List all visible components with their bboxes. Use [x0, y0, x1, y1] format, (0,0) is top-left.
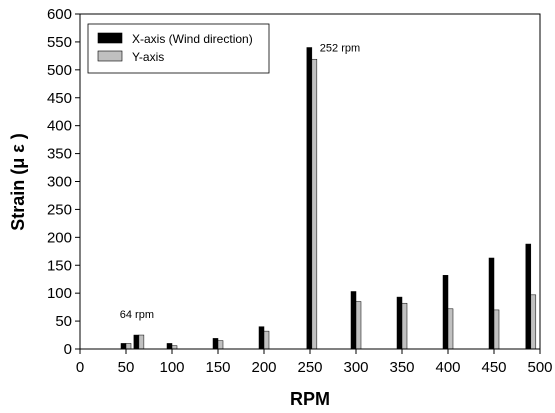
x-tick-label-8: 400 — [435, 359, 460, 376]
bar-series-0-9 — [488, 257, 495, 350]
x-tick-label-7: 350 — [389, 359, 414, 376]
annotation-64-rpm: 64 rpm — [120, 309, 154, 321]
legend-swatch-x-axis — [97, 32, 123, 44]
x-tick-label-3: 150 — [205, 359, 230, 376]
bar-series-1-9 — [493, 309, 500, 350]
legend-swatch-y-axis — [97, 50, 123, 62]
y-tick-label-10: 500 — [47, 62, 72, 79]
y-tick-label-4: 200 — [47, 229, 72, 246]
bar-series-0-1 — [133, 334, 140, 350]
bar-series-0-6 — [350, 291, 357, 350]
y-tick-label-1: 50 — [55, 313, 72, 330]
y-tick-label-0: 0 — [64, 341, 72, 358]
ticks-layer: 0 50 100 150 200 250 300 350 400 450 500 0 50 100 150 2… — [47, 6, 553, 376]
bar-series-0-3 — [212, 338, 219, 350]
bar-series-1-1 — [138, 334, 145, 350]
bar-series-0-5 — [306, 47, 313, 350]
y-tick-label-12: 600 — [47, 6, 72, 23]
legend-box — [87, 23, 270, 74]
bar-series-1-2 — [171, 345, 178, 350]
y-tick-label-9: 450 — [47, 90, 72, 107]
bar-series-1-4 — [263, 330, 270, 350]
x-tick-label-5: 250 — [297, 359, 322, 376]
bar-series-0-2 — [166, 343, 173, 350]
legend-label-y-axis: Y-axis — [132, 50, 164, 64]
y-tick-label-2: 100 — [47, 285, 72, 302]
legend: X-axis (Wind direction) Y-axis — [87, 23, 270, 74]
bar-series-1-10 — [530, 294, 537, 350]
x-tick-label-9: 450 — [481, 359, 506, 376]
bar-series-0-0 — [120, 343, 127, 350]
x-tick-label-0: 0 — [76, 359, 84, 376]
bars-layer — [120, 47, 537, 350]
bar-series-1-6 — [355, 301, 362, 350]
x-axis-title: RPM — [290, 389, 330, 409]
bar-series-1-7 — [401, 302, 408, 350]
x-tick-label-1: 50 — [118, 359, 135, 376]
bar-series-1-8 — [447, 308, 454, 350]
bar-series-1-0 — [125, 343, 132, 350]
y-tick-label-5: 250 — [47, 201, 72, 218]
y-tick-label-6: 300 — [47, 174, 72, 191]
bar-series-1-3 — [217, 340, 224, 350]
annotation-252-rpm: 252 rpm — [320, 43, 360, 55]
bar-series-1-5 — [311, 58, 318, 350]
x-tick-label-10: 500 — [527, 359, 552, 376]
y-tick-label-3: 150 — [47, 257, 72, 274]
x-tick-label-4: 200 — [251, 359, 276, 376]
bar-series-0-4 — [258, 326, 265, 350]
bar-series-0-8 — [442, 275, 449, 350]
y-tick-label-11: 550 — [47, 34, 72, 51]
legend-label-x-axis: X-axis (Wind direction) — [132, 32, 253, 46]
y-tick-label-7: 350 — [47, 146, 72, 163]
x-tick-label-6: 300 — [343, 359, 368, 376]
annotations-layer: 64 rpm 252 rpm — [120, 43, 360, 322]
y-tick-label-8: 400 — [47, 118, 72, 135]
y-axis-title: Strain (μ ε ) — [8, 133, 28, 231]
bar-series-0-7 — [396, 296, 403, 350]
x-tick-label-2: 100 — [159, 359, 184, 376]
bar-series-0-10 — [525, 243, 532, 350]
